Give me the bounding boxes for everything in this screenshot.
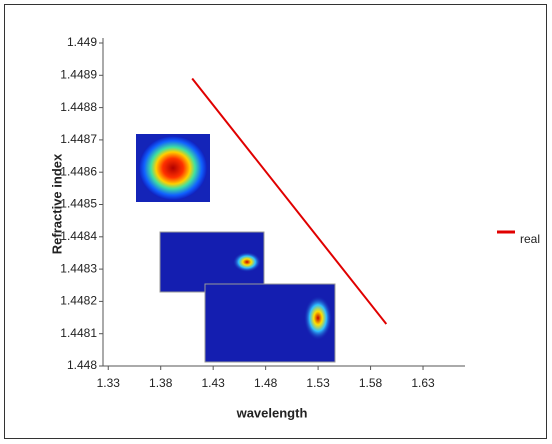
- y-tick-label: 1.4482: [60, 294, 97, 308]
- x-axis-title: wavelength: [236, 405, 308, 420]
- x-tick-label: 1.43: [201, 376, 225, 390]
- chart: wavelength Refractive index 1.4481.44811…: [0, 0, 552, 444]
- y-tick-label: 1.449: [67, 35, 97, 49]
- legend-label: real: [520, 232, 540, 246]
- y-tick-label: 1.4484: [60, 229, 97, 243]
- y-tick-label: 1.4488: [60, 100, 97, 114]
- x-tick-label: 1.63: [411, 376, 435, 390]
- mode-insets: [136, 134, 335, 362]
- x-tick-label: 1.38: [149, 376, 173, 390]
- x-tick-label: 1.58: [359, 376, 383, 390]
- x-tick-label: 1.33: [97, 376, 121, 390]
- y-tick-label: 1.4489: [60, 67, 97, 81]
- y-tick-label: 1.4485: [60, 197, 97, 211]
- y-tick-label: 1.4483: [60, 261, 97, 275]
- x-tick-label: 1.53: [306, 376, 330, 390]
- y-tick-label: 1.4487: [60, 132, 97, 146]
- x-tick-label: 1.48: [254, 376, 278, 390]
- y-tick-label: 1.4486: [60, 164, 97, 178]
- y-tick-label: 1.4481: [60, 326, 97, 340]
- y-tick-label: 1.448: [67, 358, 97, 372]
